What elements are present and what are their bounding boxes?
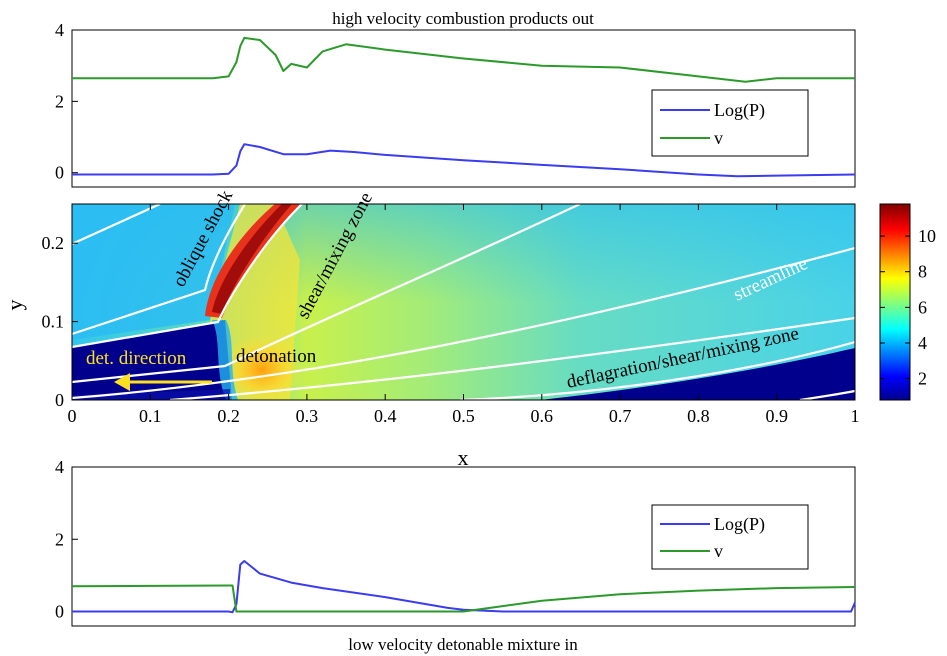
x-tick-label: 0.8: [687, 406, 710, 426]
y-tick-label: 0.1: [42, 312, 65, 332]
x-tick-label: 0: [68, 406, 77, 426]
x-tick-label: 0.4: [374, 406, 397, 426]
x-tick-label: 0.1: [139, 406, 162, 426]
bottom-plot-title: low velocity detonable mixture in: [348, 635, 578, 654]
heatmap-y-label: y: [2, 300, 27, 311]
colorbar-tick-label: 8: [918, 262, 927, 282]
streamline: [72, 204, 581, 384]
x-tick-label: 0.3: [296, 406, 319, 426]
annotation-detonation: detonation: [236, 346, 317, 367]
streamlines: [72, 204, 855, 400]
heatmap-preshock-region: [72, 204, 235, 340]
annotation-det-direction: det. direction: [86, 348, 187, 369]
y-tick-label: 4: [55, 457, 64, 477]
y-tick-label: 0: [55, 390, 64, 410]
bottom-legend-label-v: v: [714, 541, 723, 561]
streamline: [459, 340, 855, 400]
colorbar-gradient: [879, 203, 911, 401]
top-plot-series: [72, 36, 856, 178]
colorbar-tick-label: 4: [918, 333, 927, 353]
x-tick-label: 0.7: [609, 406, 632, 426]
streamline: [72, 204, 303, 349]
heatmap-deflagration-region: [540, 348, 855, 400]
bottom-legend: Log(P) v: [651, 504, 809, 570]
x-tick-label: 0.9: [765, 406, 788, 426]
streamline: [169, 316, 855, 400]
colorbar-ticks: 2 4 6 8 10: [880, 226, 936, 389]
top-plot-y-axis: 0 2 4: [55, 20, 78, 183]
streamline: [72, 204, 161, 246]
bottom-legend-label-logp: Log(P): [714, 514, 765, 535]
top-legend-label-v: v: [714, 128, 723, 148]
top-plot: high velocity combustion products out 0 2…: [55, 9, 856, 188]
top-legend-label-logp: Log(P): [714, 100, 765, 121]
colorbar-tick-label: 10: [918, 226, 936, 246]
streamline: [72, 204, 246, 336]
colorbar: 2 4 6 8 10: [879, 203, 936, 401]
y-tick-label: 4: [55, 20, 64, 40]
series-line-v: [71, 584, 856, 613]
colorbar-tick-label: 2: [918, 369, 927, 389]
x-tick-label: 0.6: [531, 406, 554, 426]
heatmap-plot: oblique shock shear/mixing zone streamli…: [2, 186, 936, 470]
colorbar-tick-label: 6: [918, 297, 927, 317]
series-line-logp: [72, 143, 856, 178]
x-tick-label: 0.2: [217, 406, 240, 426]
y-tick-label: 0: [55, 602, 64, 622]
det-direction-arrow: [114, 373, 212, 391]
x-tick-label: 0.5: [452, 406, 475, 426]
heatmap-wall-layer: [72, 389, 230, 400]
y-tick-label: 0: [55, 163, 64, 183]
heatmap-y-axis: 0 0.1 0.2: [42, 233, 78, 410]
y-tick-label: 0.2: [42, 233, 65, 253]
heatmap-shear-core: [212, 204, 292, 314]
heatmap-x-axis: 0 0.1 0.2 0.3 0.4 0.5 0.6 0.7 0.8 0.9 1: [68, 204, 860, 426]
heatmap-detonation-hotspot: [220, 335, 304, 400]
streamline: [799, 389, 855, 400]
streamline: [72, 246, 855, 400]
bottom-plot: 0 2 4 Log(P) v low velocity detonable mixt…: [55, 457, 856, 654]
series-line-v: [72, 36, 855, 83]
bottom-plot-series: [71, 560, 856, 614]
y-tick-label: 2: [55, 91, 64, 111]
x-tick-label: 1: [851, 406, 860, 426]
y-tick-label: 2: [55, 529, 64, 549]
heatmap-field: [72, 204, 855, 400]
top-plot-title: high velocity combustion products out: [332, 9, 594, 28]
bottom-legend-box: [651, 504, 809, 570]
top-legend-box: [651, 89, 809, 157]
top-legend: Log(P) v: [651, 89, 809, 157]
heatmap-x-label: x: [458, 445, 469, 470]
